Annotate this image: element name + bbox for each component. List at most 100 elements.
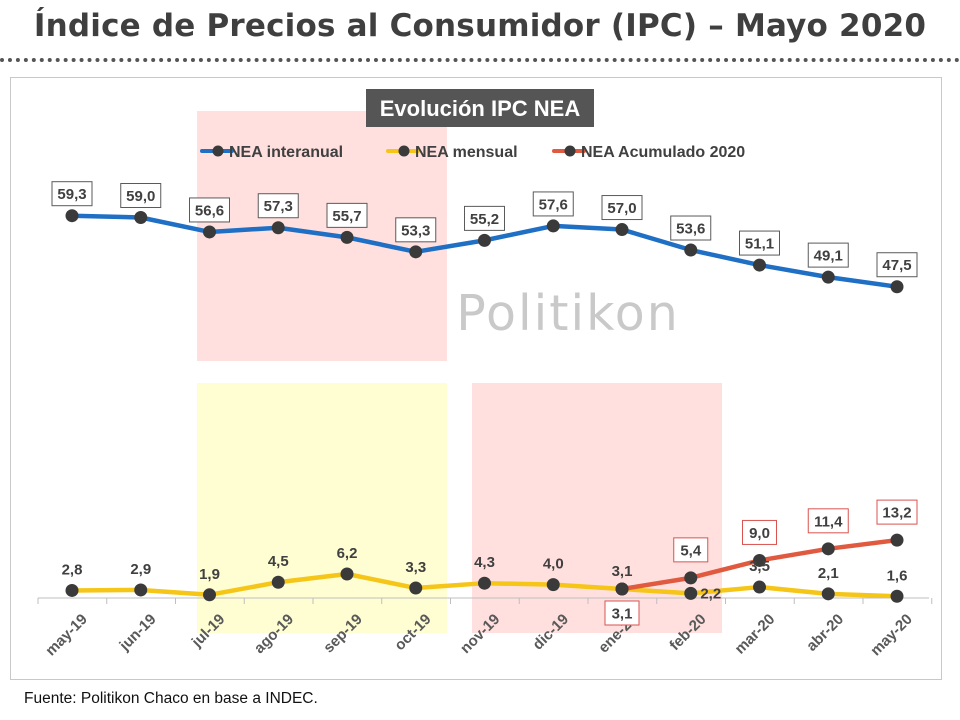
data-point-interanual xyxy=(340,230,354,244)
data-label-interanual: 51,1 xyxy=(745,236,774,253)
data-label-acumulado: 3,1 xyxy=(612,605,633,622)
data-label-acumulado-box xyxy=(807,508,849,534)
data-label-mensual: 3,1 xyxy=(612,563,633,580)
legend-marker-acumulado xyxy=(564,145,576,157)
data-label-acumulado: 9,0 xyxy=(749,525,770,542)
chart-title-bg xyxy=(366,89,594,127)
data-label-mensual: 3,5 xyxy=(749,558,770,575)
data-label-interanual-box xyxy=(876,252,918,278)
x-tick-label: mar-20 xyxy=(732,611,779,658)
data-point-interanual xyxy=(203,225,216,239)
source-text: : Politikon Chaco en base a INDEC. xyxy=(72,690,318,707)
data-point-interanual xyxy=(478,233,491,247)
data-point-mensual xyxy=(546,578,560,592)
data-label-interanual-box xyxy=(189,197,230,223)
data-label-interanual-box xyxy=(51,181,93,207)
data-label-interanual: 53,3 xyxy=(401,222,430,239)
legend-label-interanual: NEA interanual xyxy=(229,144,343,161)
data-point-mensual xyxy=(203,588,216,602)
data-label-acumulado: 11,4 xyxy=(814,513,843,530)
data-label-mensual: 2,8 xyxy=(62,561,83,578)
data-label-interanual: 57,6 xyxy=(539,196,568,213)
data-point-interanual xyxy=(821,270,835,284)
source-note: Fuente: Politikon Chaco en base a INDEC. xyxy=(24,690,318,708)
data-label-mensual: 1,6 xyxy=(887,567,908,584)
data-label-interanual: 56,6 xyxy=(195,202,224,219)
chart-legend: NEA interanual NEA mensual NEA Acumulado 2… xyxy=(200,144,745,161)
legend-marker-mensual xyxy=(398,145,410,157)
data-label-interanual-box xyxy=(326,202,368,228)
data-label-acumulado-box xyxy=(876,499,918,525)
data-label-interanual: 47,5 xyxy=(882,257,911,274)
watermark-block-red-bottom xyxy=(472,383,722,633)
data-point-interanual xyxy=(615,223,629,237)
data-point-interanual xyxy=(409,245,423,259)
data-label-interanual-box xyxy=(257,193,299,219)
data-label-mensual: 4,0 xyxy=(543,556,564,573)
data-label-mensual: 2,2 xyxy=(700,585,721,602)
data-label-interanual-box xyxy=(739,230,780,256)
data-point-mensual xyxy=(684,586,698,600)
data-point-acumulado xyxy=(684,571,698,585)
data-point-interanual xyxy=(271,221,285,235)
data-point-interanual xyxy=(546,219,560,233)
data-label-acumulado-box xyxy=(673,537,709,563)
data-label-interanual: 57,0 xyxy=(607,200,636,217)
x-tick-label: abr-20 xyxy=(803,611,847,655)
data-point-interanual xyxy=(684,243,698,257)
legend-label-acumulado: NEA Acumulado 2020 xyxy=(581,144,745,161)
source-label: Fuente xyxy=(24,690,73,707)
legend-label-mensual: NEA mensual xyxy=(415,144,518,161)
data-labels: 59,3 59,0 56,6 57,3 55,7 53,3 55,2 57,6 57,0 53,6… xyxy=(51,181,918,626)
data-point-interanual xyxy=(753,258,766,272)
data-label-acumulado: 5,4 xyxy=(680,542,702,559)
data-point-mensual xyxy=(890,589,904,603)
data-point-mensual xyxy=(478,576,491,590)
data-label-interanual: 59,0 xyxy=(126,188,155,205)
data-point-mensual xyxy=(753,580,766,594)
watermark-text: Politikon xyxy=(456,285,680,342)
data-label-interanual: 53,6 xyxy=(676,221,705,238)
data-label-mensual: 2,1 xyxy=(818,565,839,582)
data-label-interanual-box xyxy=(670,215,712,241)
data-point-interanual xyxy=(134,211,148,225)
data-label-mensual: 3,3 xyxy=(405,559,426,576)
data-label-interanual: 57,3 xyxy=(264,198,293,215)
chart-title: Evolución IPC NEA xyxy=(380,96,581,121)
data-point-interanual xyxy=(890,280,904,294)
data-point-interanual xyxy=(65,209,79,223)
data-label-acumulado-box xyxy=(742,519,777,545)
data-label-mensual: 1,9 xyxy=(199,566,220,583)
data-point-mensual xyxy=(821,587,835,601)
title-divider xyxy=(0,58,960,62)
data-label-interanual-box xyxy=(807,242,849,268)
data-label-interanual: 59,3 xyxy=(57,186,86,203)
watermark-block-yellow xyxy=(197,383,447,633)
x-tick-label: jun-19 xyxy=(116,611,160,655)
data-label-interanual-box xyxy=(532,191,574,217)
data-label-acumulado-box xyxy=(604,600,640,626)
data-point-mensual xyxy=(134,583,148,597)
data-point-mensual xyxy=(409,581,423,595)
data-point-acumulado xyxy=(615,582,629,596)
legend-marker-interanual xyxy=(212,145,224,157)
data-label-interanual: 49,1 xyxy=(814,248,843,265)
data-label-interanual-box xyxy=(601,195,643,221)
data-label-interanual: 55,7 xyxy=(332,208,361,225)
data-label-interanual: 55,2 xyxy=(470,211,499,228)
x-tick-label: may-20 xyxy=(867,611,916,660)
data-label-acumulado: 13,2 xyxy=(882,505,911,522)
data-label-mensual: 4,5 xyxy=(268,553,289,570)
data-label-interanual-box xyxy=(464,205,505,231)
data-point-acumulado xyxy=(821,542,835,556)
data-label-interanual-box xyxy=(395,217,437,243)
data-label-mensual: 2,9 xyxy=(130,561,151,578)
data-point-acumulado xyxy=(753,553,766,567)
data-point-acumulado xyxy=(890,533,904,547)
data-point-mensual xyxy=(340,567,354,581)
x-tick-label: may-19 xyxy=(42,611,91,660)
ipc-line-chart: Politikon Evolución IPC NEA NEA interanu… xyxy=(37,89,933,660)
data-label-mensual: 6,2 xyxy=(337,545,358,562)
series-markers xyxy=(65,209,904,603)
data-point-mensual xyxy=(271,575,285,589)
